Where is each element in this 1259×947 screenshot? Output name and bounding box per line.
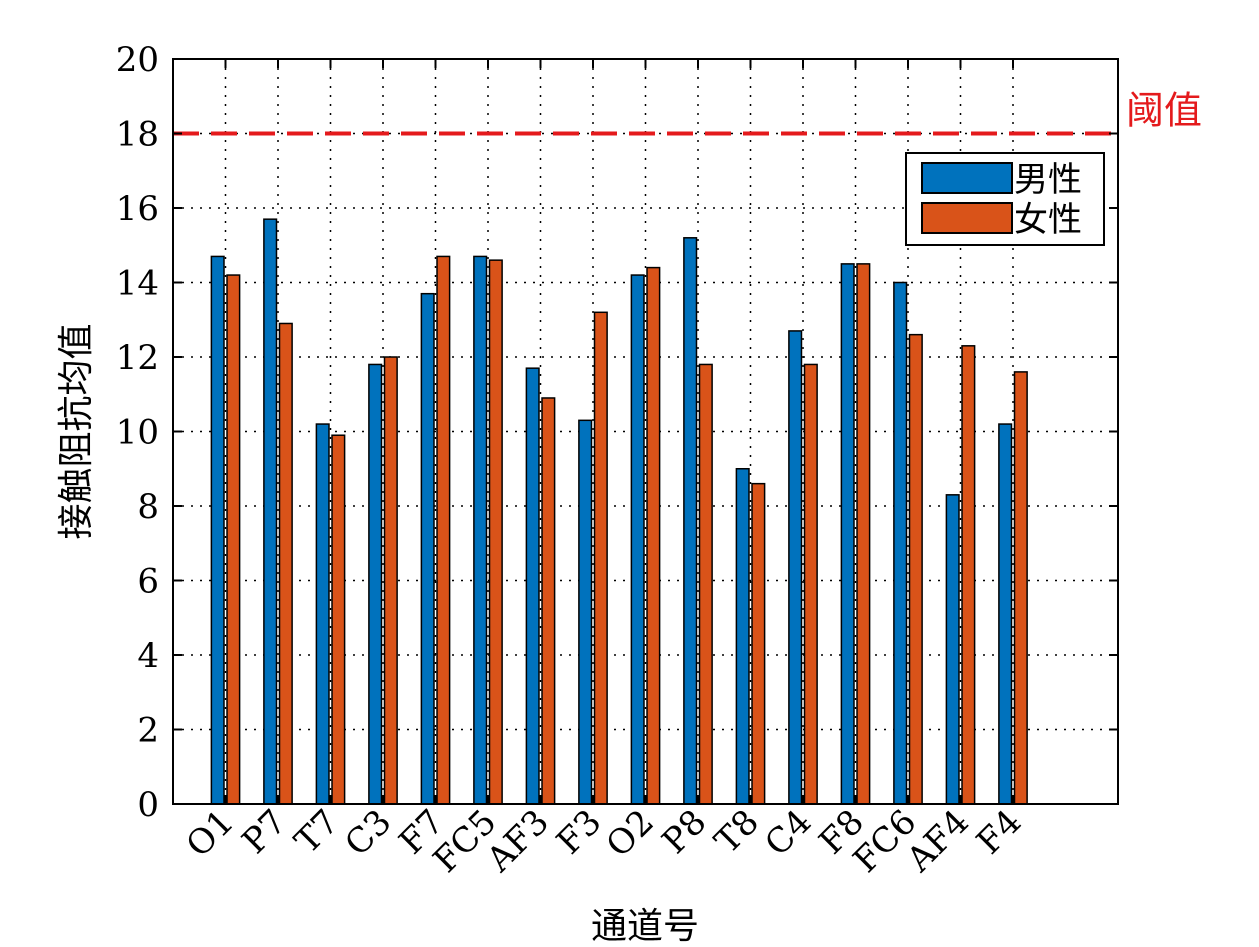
bar-male-fc5 xyxy=(473,255,488,805)
threshold-label: 阈值 xyxy=(1126,89,1202,133)
legend-swatch-female xyxy=(921,202,1013,234)
y-tick-label: 0 xyxy=(137,785,159,825)
x-tick-label-c4: C4 xyxy=(757,802,819,864)
legend-swatch-male xyxy=(921,162,1013,194)
x-axis-title: 通道号 xyxy=(591,906,699,947)
x-tick-label-af4: AF4 xyxy=(899,802,977,880)
bar-male-p8 xyxy=(683,237,698,805)
y-tick-label: 20 xyxy=(116,40,159,80)
y-tick-label: 12 xyxy=(116,338,159,378)
bar-female-af4 xyxy=(961,345,976,805)
bar-female-f3 xyxy=(593,311,608,805)
threshold: 阈值 xyxy=(173,89,1202,136)
x-tick-label-t8: T8 xyxy=(707,802,767,862)
x-tick-label-f3: F3 xyxy=(549,802,609,862)
bar-female-c3 xyxy=(383,356,398,805)
y-tick-label: 10 xyxy=(116,413,159,453)
bar-female-fc5 xyxy=(488,259,503,805)
bar-male-t8 xyxy=(735,468,750,805)
bar-female-f8 xyxy=(856,263,871,805)
bar-male-c3 xyxy=(368,363,383,805)
x-tick-label-p8: P8 xyxy=(655,802,715,862)
bar-female-t7 xyxy=(331,434,346,805)
y-axis-title: 接触阻抗均值 xyxy=(56,323,97,539)
y-tick-label: 14 xyxy=(116,264,159,304)
x-tick-label-o2: O2 xyxy=(599,802,662,865)
bar-female-t8 xyxy=(751,482,766,805)
bar-female-o1 xyxy=(226,274,241,805)
x-tick-label-f4: F4 xyxy=(969,802,1029,862)
y-tick-label: 6 xyxy=(137,562,159,602)
x-tick-label-o1: O1 xyxy=(179,802,242,865)
legend: 男性 女性 xyxy=(905,152,1105,246)
bar-male-fc6 xyxy=(893,281,908,805)
x-tick-label-t7: T7 xyxy=(287,802,347,862)
bar-female-p7 xyxy=(278,322,293,805)
legend-label-male: 男性 xyxy=(1014,160,1082,200)
y-tick-label: 8 xyxy=(137,487,159,527)
x-tick-label-p7: P7 xyxy=(235,802,295,862)
bar-male-p7 xyxy=(263,218,278,805)
bar-male-o2 xyxy=(630,274,645,805)
x-tick-label-c3: C3 xyxy=(337,802,399,864)
bar-male-f3 xyxy=(578,419,593,805)
bar-female-f7 xyxy=(436,255,451,805)
legend-label-female: 女性 xyxy=(1014,200,1082,240)
y-tick-label: 16 xyxy=(116,189,159,229)
bar-male-f8 xyxy=(840,263,855,805)
bar-male-af4 xyxy=(945,494,960,805)
y-tick-label: 18 xyxy=(116,115,159,155)
bar-female-fc6 xyxy=(908,333,923,805)
bar-female-o2 xyxy=(646,266,661,805)
y-axis-ticks: 0 2 4 6 8 10 12 14 16 18 20 xyxy=(116,40,1118,825)
bar-female-af3 xyxy=(541,397,556,805)
bar-male-f4 xyxy=(998,423,1013,805)
bar-female-c4 xyxy=(803,363,818,805)
bar-female-p8 xyxy=(698,363,713,805)
bars xyxy=(210,218,1028,805)
bar-female-f4 xyxy=(1013,371,1028,805)
y-tick-label: 4 xyxy=(137,636,159,676)
x-tick-label-af3: AF3 xyxy=(479,802,557,880)
y-tick-label: 2 xyxy=(137,711,159,751)
bar-male-af3 xyxy=(525,367,540,805)
bar-male-o1 xyxy=(210,255,225,805)
bar-male-t7 xyxy=(315,423,330,805)
bar-male-c4 xyxy=(788,330,803,805)
bar-male-f7 xyxy=(420,292,435,805)
